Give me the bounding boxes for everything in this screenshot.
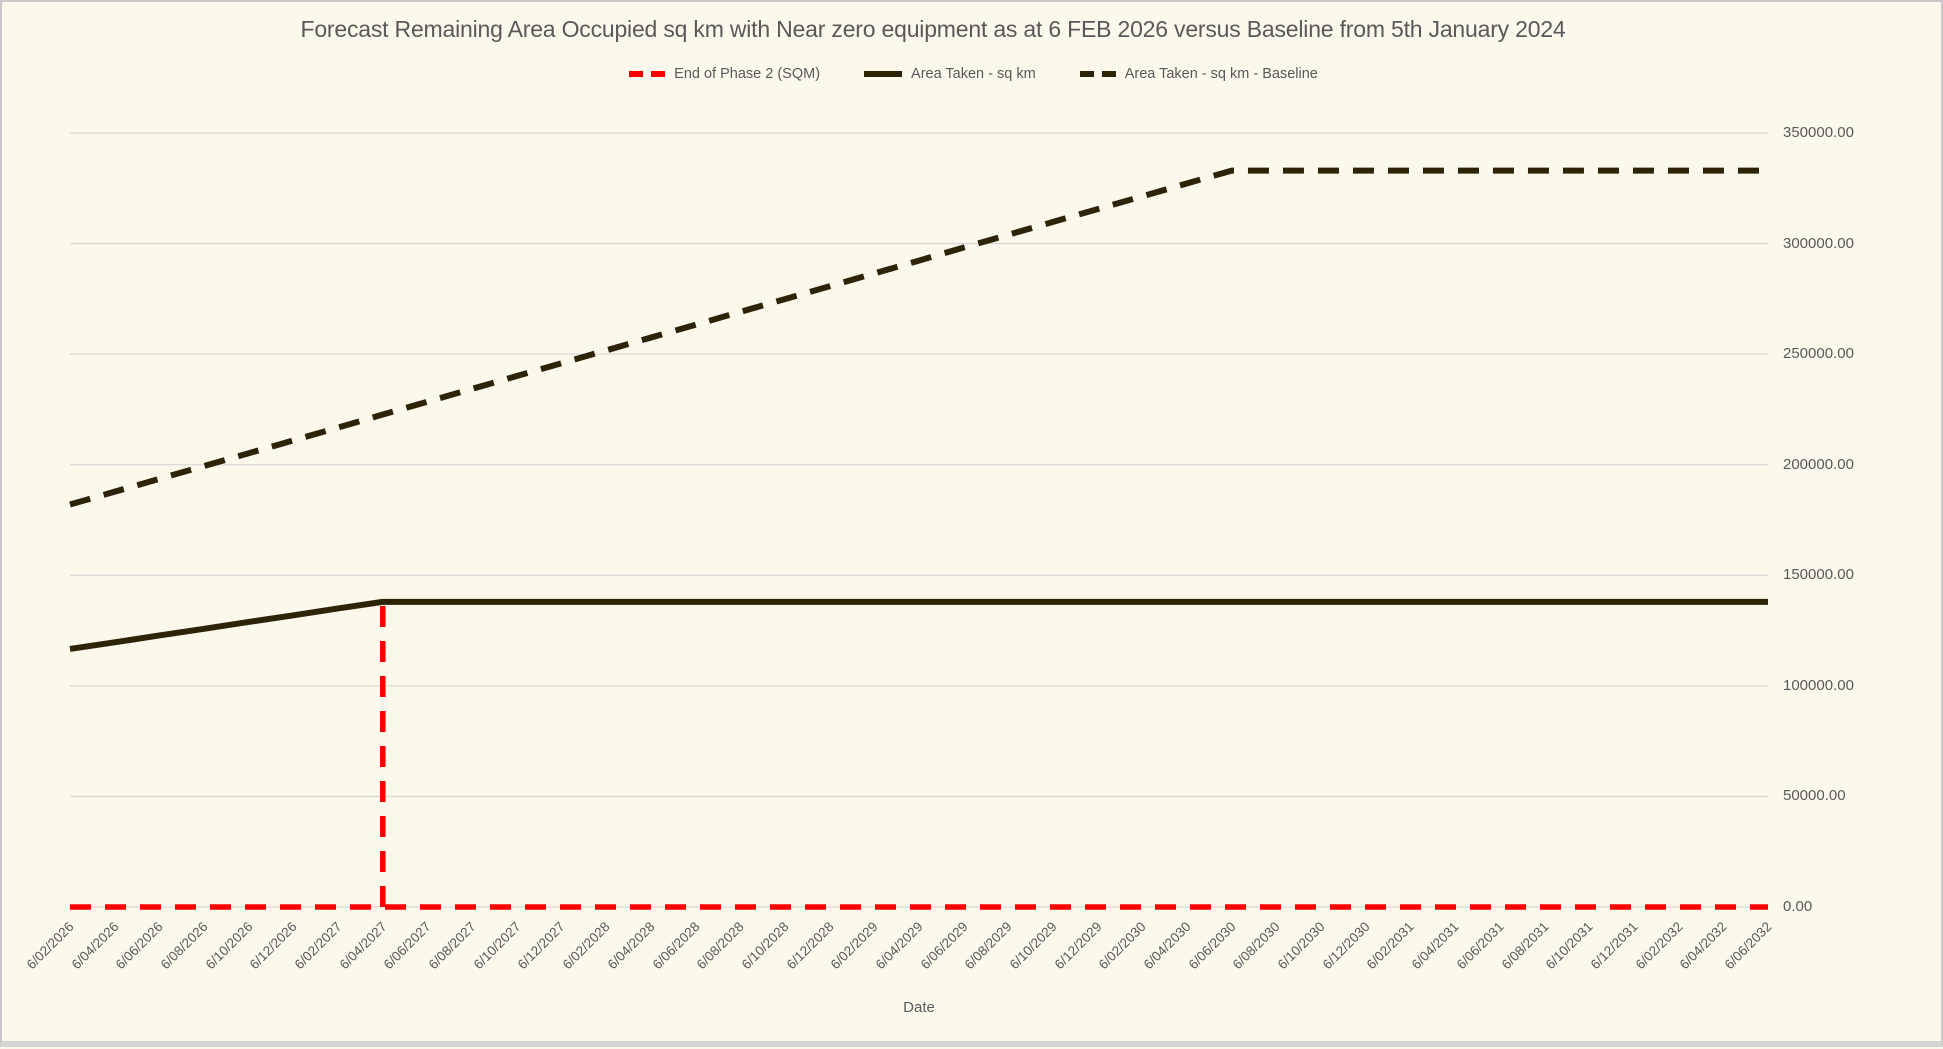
y-tick-label: 150000.00	[1783, 566, 1854, 584]
legend-label: Area Taken - sq km - Baseline	[1124, 66, 1318, 82]
legend-item-area-taken-baseline[interactable]: Area Taken - sq km - Baseline	[1079, 66, 1318, 82]
y-tick-label: 0.00	[1783, 898, 1813, 915]
y-tick-label: 350000.00	[1783, 124, 1854, 141]
series-line-area-taken-sq-km[interactable]	[69, 598, 1768, 652]
chart-title: Forecast Remaining Area Occupied sq km w…	[300, 16, 1566, 42]
legend-swatch-dashed-dark-icon	[1079, 71, 1116, 77]
legend-swatch-solid-dark-icon	[864, 71, 903, 77]
y-tick-label: 300000.00	[1783, 234, 1854, 252]
y-tick-label: 50000.00	[1783, 787, 1846, 805]
legend-label: End of Phase 2 (SQM)	[674, 66, 821, 82]
legend-item-area-taken[interactable]: Area Taken - sq km	[864, 66, 1036, 82]
chart-legend: End of Phase 2 (SQM) Area Taken - sq km …	[2, 64, 1943, 84]
legend-item-end-of-phase-2[interactable]: End of Phase 2 (SQM)	[629, 66, 820, 82]
x-axis-title: Date	[903, 999, 935, 1016]
legend-label: Area Taken - sq km	[911, 66, 1036, 82]
y-tick-label: 250000.00	[1783, 345, 1854, 363]
legend-swatch-dashed-red-icon	[629, 71, 666, 77]
y-tick-label: 200000.00	[1783, 455, 1854, 473]
series-line-area-taken-sq-km-baseline[interactable]	[69, 167, 1768, 508]
y-tick-label: 100000.00	[1783, 676, 1854, 694]
